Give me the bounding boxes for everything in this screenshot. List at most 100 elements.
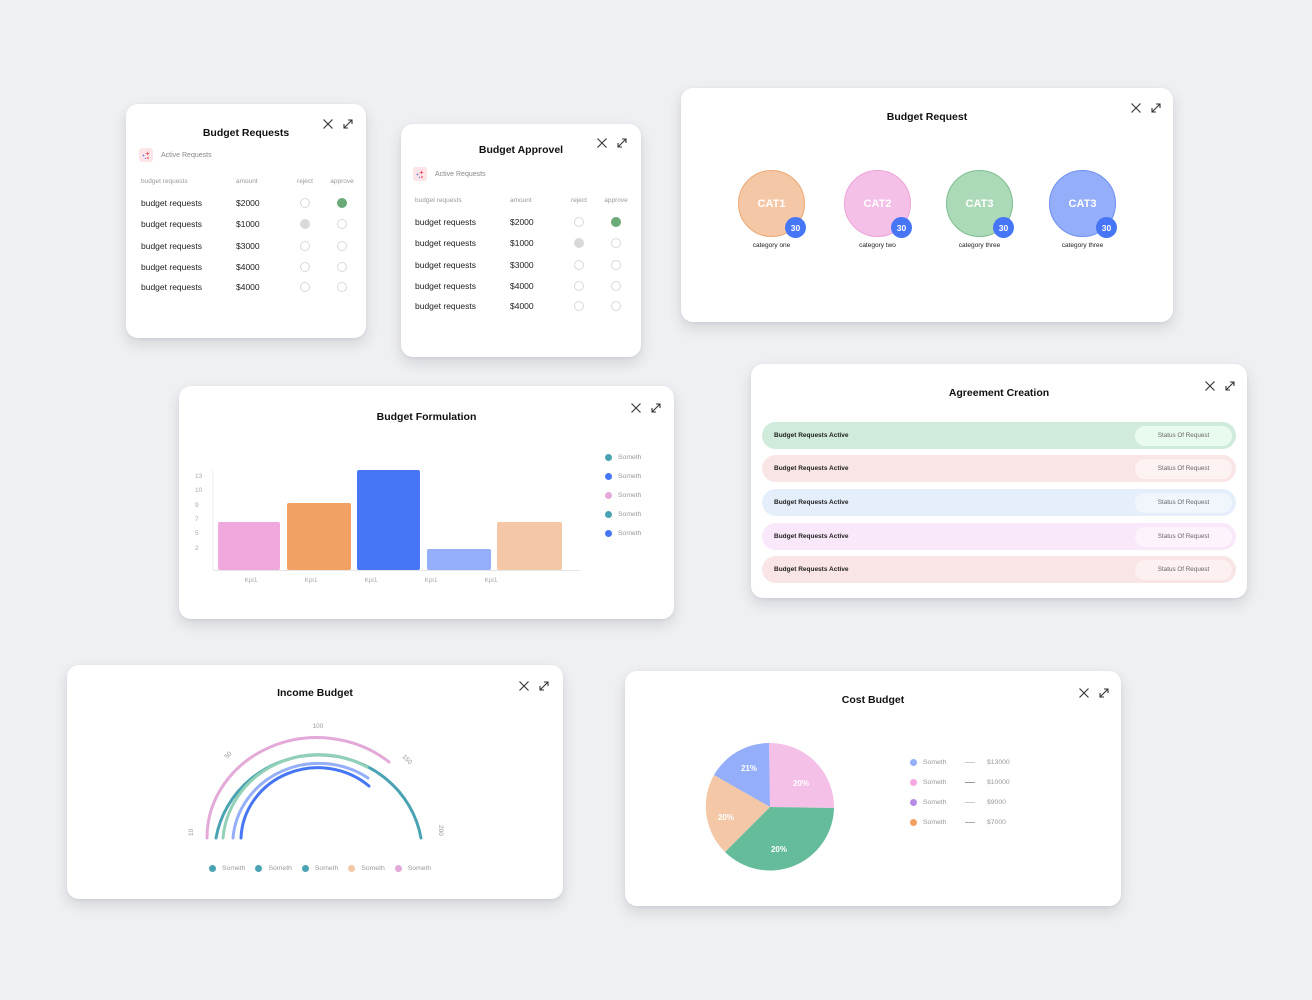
pie-slice[interactable] (725, 807, 834, 871)
legend-item[interactable]: Someth (605, 511, 641, 518)
close-icon[interactable] (1078, 687, 1090, 699)
approve-radio[interactable] (611, 260, 621, 270)
reject-radio[interactable] (300, 219, 310, 229)
status-pill[interactable]: Status Of Request (1135, 425, 1232, 446)
reject-radio[interactable] (300, 198, 310, 208)
reject-radio[interactable] (300, 241, 310, 251)
legend-item[interactable]: Someth (301, 865, 338, 872)
active-requests-label: Active Requests (435, 170, 486, 178)
budget-approval-card: Budget Approvel Active Requests budget r… (401, 124, 641, 357)
legend-item[interactable]: Someth (605, 473, 641, 480)
bar[interactable] (427, 549, 491, 570)
requests-table: budget requests amount reject approve bu… (415, 197, 634, 311)
agreement-row[interactable]: Budget Requests Active Status Of Request (762, 523, 1236, 550)
chart-legend: Someth Someth Someth Someth Someth (605, 454, 641, 537)
legend-item[interactable]: Someth (605, 530, 641, 537)
category-circle: CAT3 30 (1049, 170, 1117, 238)
close-icon[interactable] (630, 402, 642, 414)
category-item[interactable]: CAT3 30 category three (946, 170, 1014, 249)
pie-slice[interactable] (705, 775, 770, 852)
category-label: category one (752, 242, 791, 249)
arc-chart: 100 50 150 10 200 (188, 723, 444, 840)
table-header: budget requests amount reject approve (415, 197, 628, 204)
category-item[interactable]: CAT1 30 category one (738, 170, 806, 249)
chart-legend: Someth Someth Someth Someth Someth (209, 865, 431, 872)
category-label: category three (1061, 242, 1104, 249)
expand-icon[interactable] (1224, 380, 1236, 392)
agreement-row[interactable]: Budget Requests Active Status Of Request (762, 489, 1236, 516)
legend-item[interactable]: Someth (394, 865, 431, 872)
category-label: category two (859, 242, 896, 249)
legend-item[interactable]: Someth (605, 454, 641, 461)
approve-radio[interactable] (611, 301, 621, 311)
svg-text:20%: 20% (793, 779, 809, 788)
legend-item[interactable]: Someth $7000 (910, 819, 1010, 826)
bar[interactable] (497, 522, 562, 570)
expand-icon[interactable] (1098, 687, 1110, 699)
svg-text:2: 2 (195, 545, 199, 552)
legend-item[interactable]: Someth (605, 492, 641, 499)
arc-series (221, 753, 369, 840)
svg-text:21%: 21% (741, 764, 757, 773)
approve-radio[interactable] (337, 198, 347, 208)
table-row: budget requests $3000 (141, 241, 360, 251)
close-icon[interactable] (322, 118, 334, 130)
bar[interactable] (357, 470, 420, 570)
category-item[interactable]: CAT3 30 category three (1049, 170, 1117, 249)
status-pill[interactable]: Status Of Request (1135, 526, 1232, 547)
reject-radio[interactable] (300, 262, 310, 272)
approve-radio[interactable] (337, 219, 347, 229)
pie-slice[interactable] (714, 743, 770, 807)
svg-text:Kpi1: Kpi1 (484, 577, 497, 584)
expand-icon[interactable] (342, 118, 354, 130)
approve-radio[interactable] (611, 217, 621, 227)
reject-radio[interactable] (574, 281, 584, 291)
category-item[interactable]: CAT2 30 category two (844, 170, 912, 249)
status-pill[interactable]: Status Of Request (1135, 559, 1232, 580)
card-title: Cost Budget (841, 694, 905, 706)
reject-radio[interactable] (574, 238, 584, 248)
approve-radio[interactable] (611, 238, 621, 248)
legend-item[interactable]: Someth $9000 (910, 799, 1010, 806)
legend-item[interactable]: Someth (255, 865, 292, 872)
expand-icon[interactable] (1150, 102, 1162, 114)
agreement-row[interactable]: Budget Requests Active Status Of Request (762, 455, 1236, 482)
legend-item[interactable]: Someth $13000 (910, 759, 1010, 766)
card-title: Income Budget (277, 687, 353, 699)
reject-radio[interactable] (300, 282, 310, 292)
agreement-row[interactable]: Budget Requests Active Status Of Request (762, 556, 1236, 583)
legend-item[interactable]: Someth (348, 865, 385, 872)
reject-radio[interactable] (574, 301, 584, 311)
svg-text:Kpi1: Kpi1 (304, 577, 317, 584)
table-row: budget requests $4000 (141, 262, 360, 272)
expand-icon[interactable] (650, 402, 662, 414)
table-row: budget requests $4000 (141, 282, 360, 292)
card-title: Budget Requests (202, 127, 290, 139)
count-badge: 30 (785, 217, 806, 238)
approve-radio[interactable] (337, 241, 347, 251)
status-pill[interactable]: Status Of Request (1135, 458, 1232, 479)
count-badge: 30 (891, 217, 912, 238)
bar[interactable] (218, 522, 280, 570)
reject-radio[interactable] (574, 217, 584, 227)
status-pill[interactable]: Status Of Request (1135, 492, 1232, 513)
reject-radio[interactable] (574, 260, 584, 270)
pie-slice[interactable] (769, 742, 835, 808)
bar[interactable] (287, 503, 351, 570)
close-icon[interactable] (1204, 380, 1216, 392)
close-icon[interactable] (1130, 102, 1142, 114)
svg-text:Kpi1: Kpi1 (364, 577, 377, 584)
close-icon[interactable] (518, 680, 530, 692)
agreement-row[interactable]: Budget Requests Active Status Of Request (762, 422, 1236, 449)
legend-item[interactable]: Someth $10000 (910, 779, 1010, 786)
arc-series (231, 761, 370, 840)
approve-radio[interactable] (611, 281, 621, 291)
budget-request-card: Budget Request CAT1 30 category one CAT2… (681, 88, 1173, 322)
close-icon[interactable] (596, 137, 608, 149)
expand-icon[interactable] (616, 137, 628, 149)
approve-radio[interactable] (337, 262, 347, 272)
agreement-creation-card: Agreement Creation Budget Requests Activ… (751, 364, 1247, 598)
approve-radio[interactable] (337, 282, 347, 292)
expand-icon[interactable] (538, 680, 550, 692)
legend-item[interactable]: Someth (209, 865, 245, 872)
